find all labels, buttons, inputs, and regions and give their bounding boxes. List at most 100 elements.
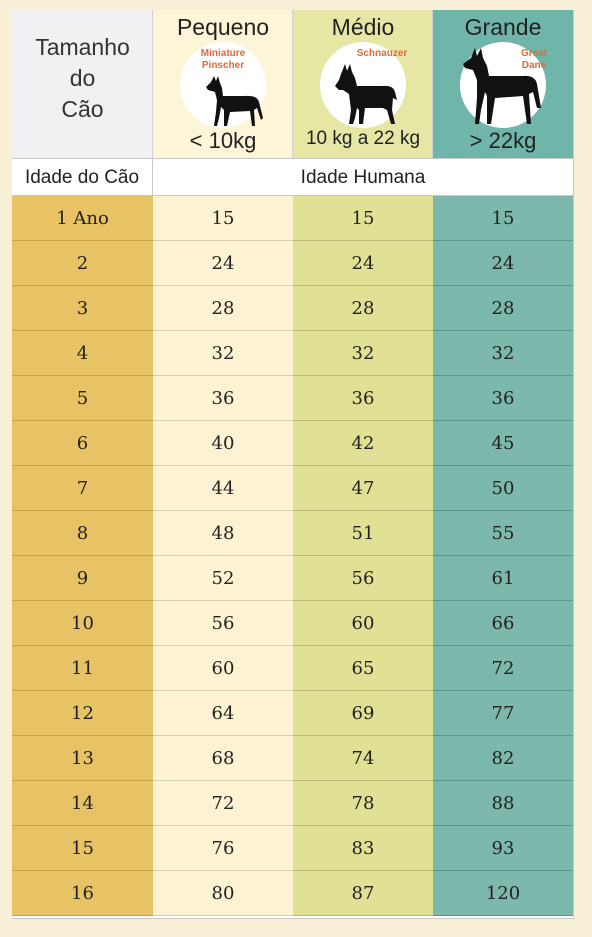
human-age-small-cell: 36: [153, 376, 293, 421]
human-age-medium-cell: 36: [293, 376, 433, 421]
human-age-small-cell: 60: [153, 646, 293, 691]
table-row: 7 44 47 50: [12, 466, 573, 511]
human-age-medium-cell: 69: [293, 691, 433, 736]
dog-age-cell: 4: [12, 331, 153, 376]
breed-line: Pinscher: [201, 60, 245, 71]
size-title-line: Cão: [61, 96, 104, 122]
human-age-small-cell: 80: [153, 871, 293, 916]
weight-label-small: < 10kg: [189, 128, 257, 153]
category-title-large: Grande: [464, 14, 542, 40]
table-row: 9 52 56 61: [12, 556, 573, 601]
human-age-large-cell: 24: [433, 241, 573, 286]
dog-age-cell: 6: [12, 421, 153, 466]
dog-age-cell: 12: [12, 691, 153, 736]
human-age-large-cell: 45: [433, 421, 573, 466]
header-size-cell: Tamanho do Cão: [12, 10, 153, 158]
breed-label-small: Miniature Pinscher: [153, 48, 293, 72]
human-age-large-cell: 93: [433, 826, 573, 871]
human-age-large-cell: 15: [433, 196, 573, 241]
table-row: 6 40 42 45: [12, 421, 573, 466]
dog-age-cell: 3: [12, 286, 153, 331]
dog-age-table: Tamanho do Cão Pequeno Miniature Pinsche…: [12, 10, 574, 919]
table-row: 5 36 36 36: [12, 376, 573, 421]
human-age-small-cell: 64: [153, 691, 293, 736]
human-age-large-cell: 28: [433, 286, 573, 331]
human-age-medium-cell: 65: [293, 646, 433, 691]
human-age-small-cell: 52: [153, 556, 293, 601]
human-age-small-cell: 76: [153, 826, 293, 871]
dog-age-cell: 15: [12, 826, 153, 871]
table-row: 2 24 24 24: [12, 241, 573, 286]
table-row: 4 32 32 32: [12, 331, 573, 376]
table-row: 3 28 28 28: [12, 286, 573, 331]
dog-age-cell: 5: [12, 376, 153, 421]
human-age-large-cell: 32: [433, 331, 573, 376]
human-age-medium-cell: 32: [293, 331, 433, 376]
dog-age-cell: 13: [12, 736, 153, 781]
weight-label-medium: 10 kg a 22 kg: [305, 128, 421, 149]
human-age-large-cell: 120: [433, 871, 573, 916]
human-age-large-cell: 82: [433, 736, 573, 781]
human-age-small-cell: 32: [153, 331, 293, 376]
dog-age-cell: 7: [12, 466, 153, 511]
table-row: 16 80 87 120: [12, 871, 573, 916]
human-age-medium-cell: 87: [293, 871, 433, 916]
doberman-silhouette-icon: [206, 76, 263, 126]
breed-line: Dane: [521, 60, 547, 71]
human-age-small-cell: 48: [153, 511, 293, 556]
human-age-medium-cell: 51: [293, 511, 433, 556]
human-age-small-cell: 28: [153, 286, 293, 331]
human-age-large-cell: 77: [433, 691, 573, 736]
table-row: 14 72 78 88: [12, 781, 573, 826]
size-title-line: Tamanho: [35, 34, 130, 60]
dog-age-cell: 1 Ano: [12, 196, 153, 241]
human-age-medium-cell: 78: [293, 781, 433, 826]
human-age-medium-cell: 60: [293, 601, 433, 646]
human-age-large-cell: 88: [433, 781, 573, 826]
human-age-large-cell: 36: [433, 376, 573, 421]
human-age-small-cell: 68: [153, 736, 293, 781]
human-age-large-cell: 61: [433, 556, 573, 601]
human-age-large-cell: 66: [433, 601, 573, 646]
subheader-dog-age: Idade do Cão: [12, 158, 153, 196]
human-age-small-cell: 15: [153, 196, 293, 241]
human-age-medium-cell: 83: [293, 826, 433, 871]
human-age-medium-cell: 42: [293, 421, 433, 466]
breed-label-medium: Schnauzer: [327, 48, 437, 60]
subheader-human-age: Idade Humana: [153, 158, 573, 196]
human-age-medium-cell: 15: [293, 196, 433, 241]
schnauzer-silhouette-icon: [335, 64, 397, 124]
human-age-small-cell: 40: [153, 421, 293, 466]
dog-age-cell: 2: [12, 241, 153, 286]
dog-age-cell: 9: [12, 556, 153, 601]
great-dane-silhouette-icon: [463, 48, 541, 124]
breed-label-large: Great Dane: [479, 48, 589, 72]
table-row: 8 48 51 55: [12, 511, 573, 556]
human-age-large-cell: 72: [433, 646, 573, 691]
human-age-large-cell: 55: [433, 511, 573, 556]
dog-age-cell: 8: [12, 511, 153, 556]
category-title-small: Pequeno: [176, 14, 270, 40]
table-row: 11 60 65 72: [12, 646, 573, 691]
header-large-cell: Grande Great Dane > 22kg: [433, 10, 573, 158]
human-age-small-cell: 56: [153, 601, 293, 646]
human-age-small-cell: 24: [153, 241, 293, 286]
header-small-cell: Pequeno Miniature Pinscher < 10kg: [153, 10, 293, 158]
dog-age-cell: 16: [12, 871, 153, 916]
breed-line: Schnauzer: [356, 48, 408, 59]
weight-label-large: > 22kg: [469, 128, 537, 153]
table-row: 10 56 60 66: [12, 601, 573, 646]
breed-line: Miniature: [200, 48, 246, 59]
human-age-medium-cell: 74: [293, 736, 433, 781]
table-row: 12 64 69 77: [12, 691, 573, 736]
header-medium-cell: Médio Schnauzer 10 kg a 22 kg: [293, 10, 433, 158]
human-age-medium-cell: 56: [293, 556, 433, 601]
table-row: 15 76 83 93: [12, 826, 573, 871]
dog-age-cell: 14: [12, 781, 153, 826]
human-age-small-cell: 44: [153, 466, 293, 511]
dog-age-cell: 10: [12, 601, 153, 646]
size-title-line: do: [69, 65, 96, 91]
human-age-medium-cell: 28: [293, 286, 433, 331]
category-title-medium: Médio: [331, 14, 395, 40]
table-row: 1 Ano 15 15 15: [12, 196, 573, 241]
